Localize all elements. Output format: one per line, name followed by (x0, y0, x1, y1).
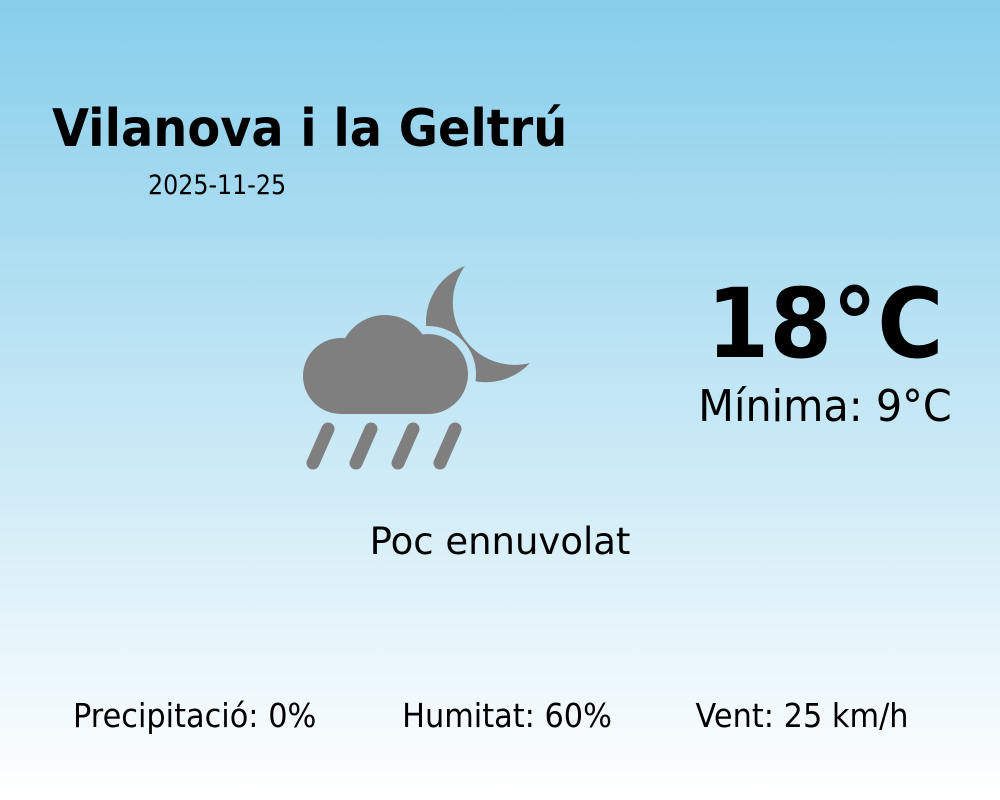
rain-strokes (306, 422, 462, 470)
current-temperature: 18°C (706, 268, 944, 380)
precipitation-stat: Precipitació: 0% (73, 696, 317, 735)
condition-text: Poc ennuvolat (369, 520, 631, 563)
humidity-stat: Humitat: 60% (402, 696, 613, 735)
date-label: 2025-11-25 (148, 170, 287, 201)
minimum-temperature: Mínima: 9°C (698, 381, 952, 432)
location-title: Vilanova i la Geltrú (52, 99, 568, 159)
cloud-moon-rain-icon (303, 266, 530, 470)
details-row: Precipitació: 0% Humitat: 60% Vent: 25 k… (73, 696, 909, 736)
wind-stat: Vent: 25 km/h (695, 696, 909, 735)
icon-body (303, 266, 530, 414)
